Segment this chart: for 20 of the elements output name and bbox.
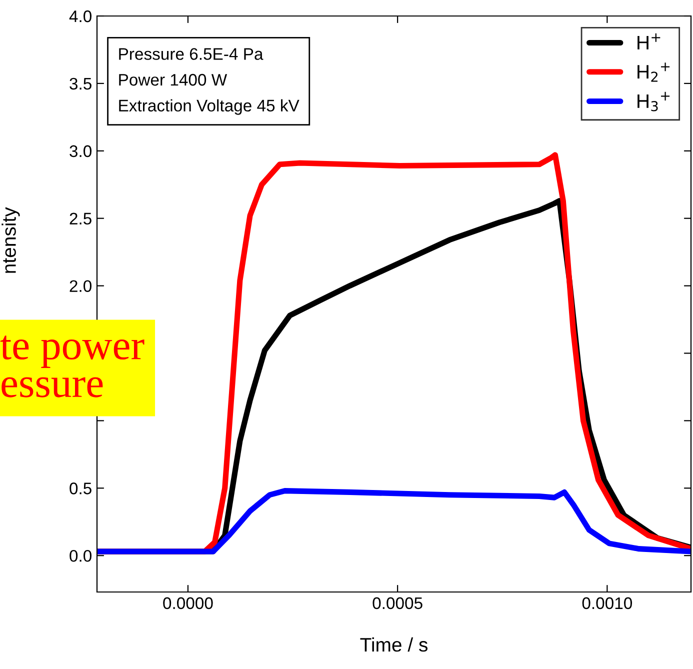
y-tick-label: 3.5: [70, 78, 92, 90]
x-axis-title: Time / s: [360, 637, 428, 652]
y-tick-label: 4.0: [69, 10, 92, 22]
annotation: Pressure 6.5E-4 Pa: [119, 48, 264, 60]
annotation: te power: [0, 336, 144, 368]
legend-label: H$_{2}$$^{+}$: [638, 62, 670, 82]
x-tick-label: 0.0010: [582, 597, 632, 610]
legend-label: H$_{3}$$^{+}$: [638, 92, 670, 112]
annotation: Power 1400 W: [119, 74, 228, 86]
y-axis-title: ntensity: [2, 207, 20, 273]
y-tick-label: 0.5: [70, 482, 92, 494]
x-tick-label: 0.0005: [372, 597, 422, 610]
y-tick-label: 2.0: [70, 280, 92, 292]
x-tick-label: 0.0000: [163, 597, 213, 610]
legend-label: H$^{+}$: [638, 33, 660, 50]
y-tick-label: 2.5: [70, 212, 92, 225]
y-tick-label: 3.0: [70, 145, 92, 158]
y-tick-label: 0.0: [70, 550, 92, 562]
annotation: essure: [2, 377, 103, 398]
annotation: Extraction Voltage 45 kV: [119, 99, 300, 115]
